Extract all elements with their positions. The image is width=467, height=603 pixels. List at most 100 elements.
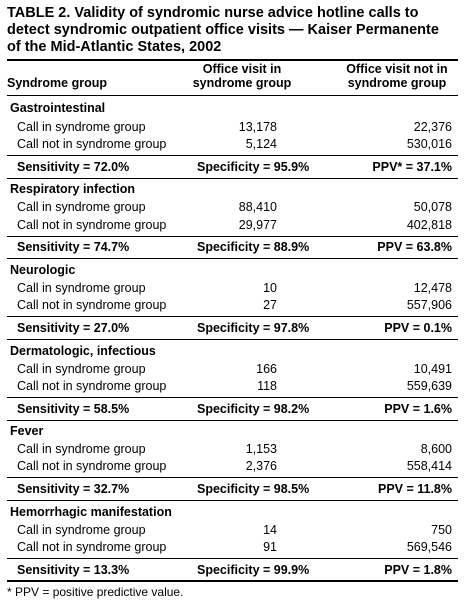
ppv-value: PPV = 1.6% [384, 402, 452, 416]
header-col1-line2: syndrome group [192, 76, 292, 90]
title-line-1: TABLE 2. Validity of syndromic nurse adv… [7, 5, 419, 21]
ppv-value: PPV = 0.1% [384, 321, 452, 335]
table-row: Call in syndrome group 10 12,478 [0, 281, 467, 297]
cell-office-visit-not-in: 530,016 [406, 137, 452, 151]
row-label: Call not in syndrome group [17, 540, 167, 554]
group-rule [7, 178, 458, 179]
row-rule [7, 558, 458, 559]
cell-office-visit-in: 1,153 [245, 442, 277, 456]
summary-row: Sensitivity = 27.0% Specificity = 97.8% … [0, 321, 467, 337]
header-office-visit-in: Office visit in syndrome group [182, 62, 302, 90]
header-office-visit-not-in: Office visit not in syndrome group [333, 62, 461, 90]
group-heading: Hemorrhagic manifestation [10, 505, 172, 519]
specificity-value: Specificity = 95.9% [197, 160, 310, 174]
group-rule [7, 420, 458, 421]
row-label: Call in syndrome group [17, 362, 146, 376]
summary-row: Sensitivity = 72.0% Specificity = 95.9% … [0, 160, 467, 176]
specificity-value: Specificity = 97.8% [197, 321, 310, 335]
cell-office-visit-in: 27 [263, 298, 277, 312]
group-rule [7, 500, 458, 501]
cell-office-visit-in: 118 [257, 379, 277, 393]
cell-office-visit-in: 2,376 [245, 459, 277, 473]
cell-office-visit-not-in: 750 [431, 523, 452, 537]
cell-office-visit-not-in: 8,600 [420, 442, 452, 456]
table-row: Call not in syndrome group 91 569,546 [0, 540, 467, 556]
table-row: Call in syndrome group 166 10,491 [0, 362, 467, 378]
row-label: Call not in syndrome group [17, 218, 167, 232]
row-rule [7, 397, 458, 398]
cell-office-visit-not-in: 402,818 [406, 218, 452, 232]
group-heading: Gastrointestinal [10, 101, 106, 115]
cell-office-visit-not-in: 558,414 [406, 459, 452, 473]
ppv-value: PPV = 63.8% [377, 240, 452, 254]
cell-office-visit-not-in: 557,906 [406, 298, 452, 312]
table-row: Call in syndrome group 13,178 22,376 [0, 120, 467, 136]
row-label: Call not in syndrome group [17, 298, 167, 312]
title-line-2: detect syndromic outpatient office visit… [7, 22, 439, 38]
group-heading: Fever [10, 424, 44, 438]
table-row: Call in syndrome group 1,153 8,600 [0, 442, 467, 458]
cell-office-visit-not-in: 22,376 [413, 120, 452, 134]
table-row: Call in syndrome group 88,410 50,078 [0, 200, 467, 216]
bottom-rule [7, 580, 458, 582]
row-label: Call not in syndrome group [17, 459, 167, 473]
row-label: Call in syndrome group [17, 200, 146, 214]
sensitivity-value: Sensitivity = 32.7% [17, 482, 130, 496]
row-label: Call in syndrome group [17, 442, 146, 456]
cell-office-visit-in: 166 [256, 362, 277, 376]
ppv-value: PPV = 1.8% [384, 563, 452, 577]
summary-row: Sensitivity = 58.5% Specificity = 98.2% … [0, 402, 467, 418]
summary-row: Sensitivity = 32.7% Specificity = 98.5% … [0, 482, 467, 498]
cell-office-visit-not-in: 12,478 [413, 281, 452, 295]
group-rule [7, 339, 458, 340]
sensitivity-value: Sensitivity = 13.3% [17, 563, 130, 577]
top-rule [7, 59, 458, 61]
cell-office-visit-in: 13,178 [238, 120, 277, 134]
specificity-value: Specificity = 98.5% [197, 482, 310, 496]
summary-row: Sensitivity = 74.7% Specificity = 88.9% … [0, 240, 467, 256]
group-heading: Dermatologic, infectious [10, 344, 156, 358]
header-col2-line1: Office visit not in [346, 62, 448, 76]
table-row: Call not in syndrome group 29,977 402,81… [0, 218, 467, 234]
group-heading: Neurologic [10, 263, 76, 277]
table-row: Call not in syndrome group 2,376 558,414 [0, 459, 467, 475]
table-title: TABLE 2. Validity of syndromic nurse adv… [7, 5, 459, 56]
header-syndrome-group: Syndrome group [7, 76, 108, 90]
row-rule [7, 316, 458, 317]
ppv-value: PPV* = 37.1% [372, 160, 452, 174]
row-label: Call in syndrome group [17, 523, 146, 537]
cell-office-visit-in: 88,410 [238, 200, 277, 214]
header-col2-line2: syndrome group [347, 76, 447, 90]
header-col1-line1: Office visit in [202, 62, 282, 76]
title-line-3: of the Mid-Atlantic States, 2002 [7, 39, 222, 55]
cell-office-visit-in: 91 [263, 540, 277, 554]
cell-office-visit-in: 29,977 [238, 218, 277, 232]
header-rule [7, 95, 458, 96]
cell-office-visit-not-in: 10,491 [413, 362, 452, 376]
summary-row: Sensitivity = 13.3% Specificity = 99.9% … [0, 563, 467, 579]
sensitivity-value: Sensitivity = 58.5% [17, 402, 130, 416]
specificity-value: Specificity = 88.9% [197, 240, 310, 254]
sensitivity-value: Sensitivity = 72.0% [17, 160, 130, 174]
cell-office-visit-in: 10 [263, 281, 277, 295]
table-row: Call not in syndrome group 5,124 530,016 [0, 137, 467, 153]
specificity-value: Specificity = 99.9% [197, 563, 310, 577]
ppv-value: PPV = 11.8% [377, 482, 452, 496]
table-row: Call in syndrome group 14 750 [0, 523, 467, 539]
group-rule [7, 258, 458, 259]
row-label: Call not in syndrome group [17, 379, 167, 393]
cell-office-visit-in: 14 [263, 523, 277, 537]
row-rule [7, 155, 458, 156]
table-row: Call not in syndrome group 27 557,906 [0, 298, 467, 314]
cell-office-visit-in: 5,124 [245, 137, 277, 151]
cell-office-visit-not-in: 569,546 [406, 540, 452, 554]
specificity-value: Specificity = 98.2% [197, 402, 310, 416]
sensitivity-value: Sensitivity = 27.0% [17, 321, 130, 335]
row-rule [7, 236, 458, 237]
row-rule [7, 477, 458, 478]
sensitivity-value: Sensitivity = 74.7% [17, 240, 130, 254]
group-heading: Respiratory infection [10, 182, 136, 196]
cell-office-visit-not-in: 50,078 [413, 200, 452, 214]
cell-office-visit-not-in: 559,639 [406, 379, 452, 393]
